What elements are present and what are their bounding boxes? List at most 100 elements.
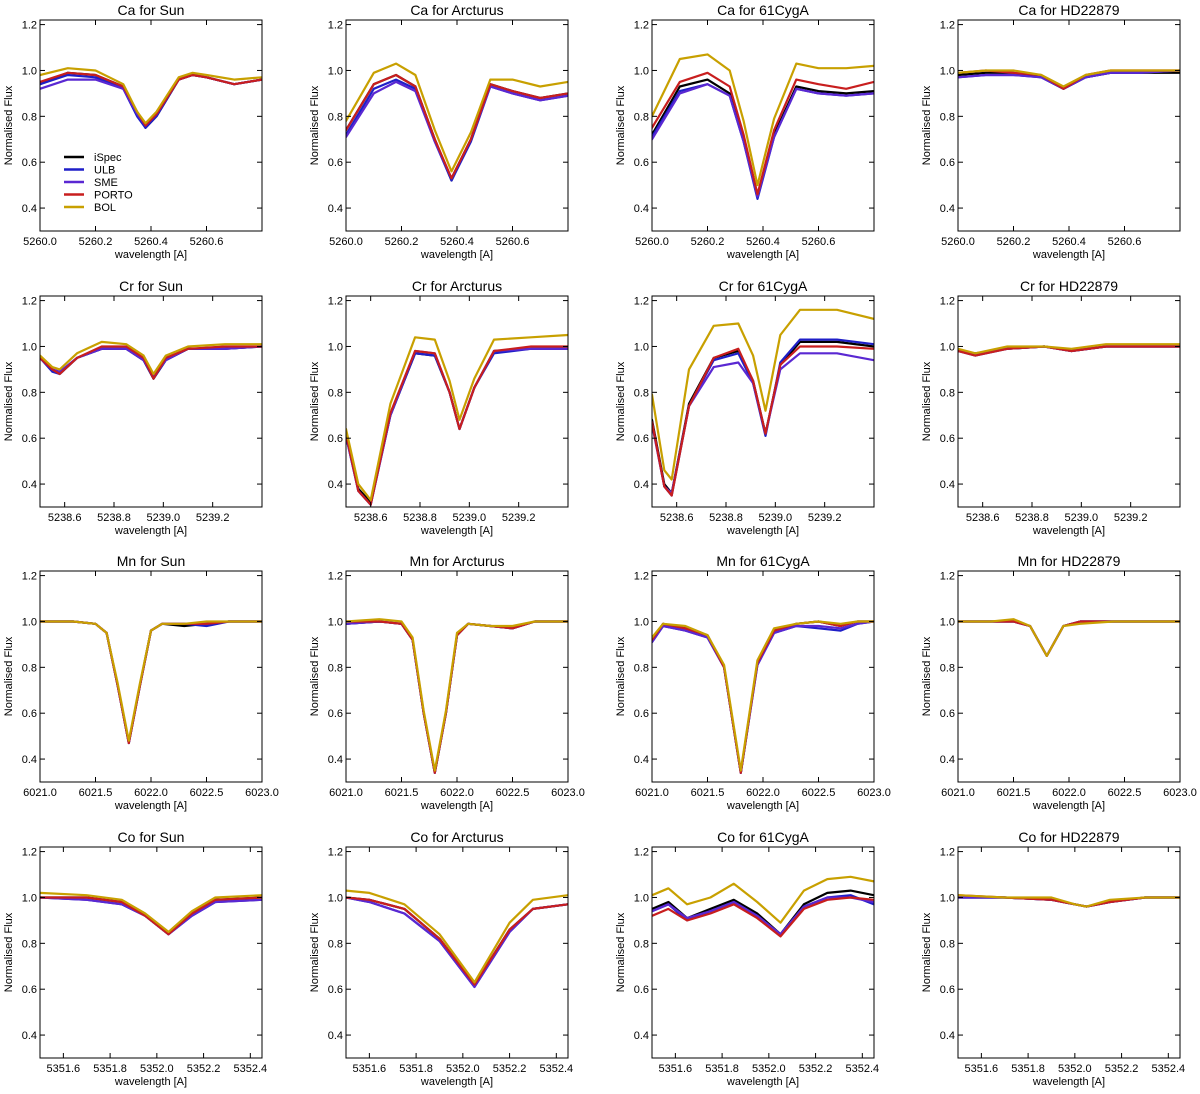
y-axis-label: Normalised Flux — [309, 361, 321, 441]
series-line-bol — [346, 62, 568, 173]
series-line-ispec — [652, 620, 874, 774]
chart-panel: 0.4 0.6 0.8 1.0 1.2 5238.6 5238.8 5239.0 5239.2 C… — [309, 278, 569, 537]
plot-frame — [39, 846, 263, 1059]
x-axis-label: wavelength [A] — [1032, 525, 1105, 537]
plot-frame — [651, 846, 875, 1059]
x-tick-label: 5260.0 — [941, 236, 975, 248]
y-tick-label: 0.4 — [328, 203, 343, 215]
y-axis-label: Normalised Flux — [615, 361, 627, 441]
legend-label: ULB — [94, 165, 115, 177]
x-tick-label: 5238.6 — [354, 512, 388, 524]
x-tick-label: 5260.2 — [385, 236, 419, 248]
y-tick-label: 0.8 — [940, 111, 955, 123]
plot-frame — [345, 295, 569, 508]
x-tick-label: 5239.2 — [808, 512, 842, 524]
y-tick-label: 0.6 — [634, 157, 649, 169]
series-line-ulb — [652, 620, 874, 774]
x-tick-label: 6021.0 — [941, 787, 975, 799]
series-line-ispec — [346, 896, 568, 986]
y-tick-label: 1.0 — [22, 892, 37, 904]
x-axis-label: wavelength [A] — [726, 249, 799, 261]
series-line-ulb — [652, 894, 874, 936]
x-tick-label: 5239.2 — [1114, 512, 1148, 524]
series-line-sme — [652, 620, 874, 774]
series-line-ispec — [346, 347, 568, 504]
plot-frame — [345, 19, 569, 232]
y-tick-label: 1.0 — [940, 65, 955, 77]
x-tick-label: 6022.5 — [190, 787, 224, 799]
y-tick-label: 0.6 — [940, 157, 955, 169]
x-tick-label: 6021.5 — [79, 787, 113, 799]
chart-title: Ca for HD22879 — [1018, 2, 1119, 18]
chart-panel: 0.4 0.6 0.8 1.0 1.2 6021.0 6021.5 6022.0 6022.5 6… — [3, 553, 279, 812]
series-line-bol — [346, 618, 568, 772]
y-tick-label: 1.0 — [940, 892, 955, 904]
series-line-ulb — [40, 620, 262, 745]
chart-title: Co for 61CygA — [717, 829, 809, 845]
x-axis-label: wavelength [A] — [726, 1076, 799, 1088]
chart-panel: 0.4 0.6 0.8 1.0 1.2 5260.0 5260.2 5260.4 5260.6 C… — [921, 2, 1181, 261]
y-tick-label: 1.0 — [328, 892, 343, 904]
series-line-porto — [652, 71, 874, 196]
plot-frame — [651, 295, 875, 508]
x-axis-label: wavelength [A] — [726, 525, 799, 537]
x-tick-label: 6021.5 — [385, 787, 419, 799]
series-line-ulb — [40, 896, 262, 936]
y-tick-label: 0.4 — [328, 754, 343, 766]
x-tick-label: 5260.4 — [746, 236, 780, 248]
y-tick-label: 0.4 — [940, 203, 955, 215]
series-line-bol — [40, 891, 262, 933]
x-tick-label: 5260.6 — [802, 236, 836, 248]
y-tick-label: 0.8 — [22, 662, 37, 674]
x-axis-label: wavelength [A] — [420, 800, 493, 812]
chart-panel: 0.4 0.6 0.8 1.0 1.2 6021.0 6021.5 6022.0 6022.5 6… — [309, 553, 585, 812]
x-tick-label: 6021.0 — [635, 787, 669, 799]
x-tick-label: 5351.8 — [1011, 1063, 1045, 1075]
chart-panel: 0.4 0.6 0.8 1.0 1.2 5260.0 5260.2 5260.4 5260.6 C… — [3, 2, 263, 261]
y-tick-label: 0.8 — [940, 662, 955, 674]
x-tick-label: 5351.6 — [353, 1063, 387, 1075]
y-tick-label: 0.6 — [328, 157, 343, 169]
y-axis-label: Normalised Flux — [3, 361, 15, 441]
y-tick-label: 0.6 — [328, 984, 343, 996]
x-axis-label: wavelength [A] — [726, 800, 799, 812]
series-line-ulb — [346, 347, 568, 506]
series-line-porto — [40, 71, 262, 127]
y-tick-label: 1.2 — [328, 847, 343, 859]
series-line-porto — [40, 345, 262, 380]
y-axis-label: Normalised Flux — [3, 912, 15, 992]
chart-panel: 0.4 0.6 0.8 1.0 1.2 5238.6 5238.8 5239.0 5239.2 C… — [3, 278, 263, 537]
x-tick-label: 6022.0 — [440, 787, 474, 799]
x-tick-label: 5352.2 — [187, 1063, 221, 1075]
x-tick-label: 6022.0 — [746, 787, 780, 799]
x-tick-label: 5352.4 — [233, 1063, 267, 1075]
series-line-sme — [346, 620, 568, 774]
x-tick-label: 5239.0 — [147, 512, 181, 524]
x-tick-label: 5260.4 — [440, 236, 474, 248]
plot-frame — [345, 846, 569, 1059]
series-line-bol — [958, 618, 1180, 657]
y-tick-label: 0.8 — [634, 662, 649, 674]
y-tick-label: 1.0 — [22, 65, 37, 77]
y-axis-label: Normalised Flux — [309, 85, 321, 165]
x-tick-label: 6023.0 — [857, 787, 891, 799]
y-tick-label: 0.4 — [22, 754, 37, 766]
x-tick-label: 5239.0 — [1065, 512, 1099, 524]
y-tick-label: 1.2 — [634, 571, 649, 583]
y-tick-label: 0.4 — [328, 479, 343, 491]
legend-label: iSpec — [94, 152, 122, 164]
series-line-bol — [958, 69, 1180, 88]
y-tick-label: 0.4 — [634, 754, 649, 766]
series-line-sme — [346, 896, 568, 988]
x-tick-label: 5239.0 — [453, 512, 487, 524]
y-tick-label: 0.6 — [634, 984, 649, 996]
y-tick-label: 0.6 — [22, 433, 37, 445]
y-tick-label: 0.4 — [22, 203, 37, 215]
y-tick-label: 1.2 — [634, 20, 649, 32]
series-line-porto — [346, 345, 568, 506]
y-tick-label: 1.2 — [22, 20, 37, 32]
chart-title: Mn for 61CygA — [716, 553, 810, 569]
y-tick-label: 1.2 — [940, 571, 955, 583]
y-tick-label: 0.8 — [22, 387, 37, 399]
y-tick-label: 0.6 — [22, 157, 37, 169]
